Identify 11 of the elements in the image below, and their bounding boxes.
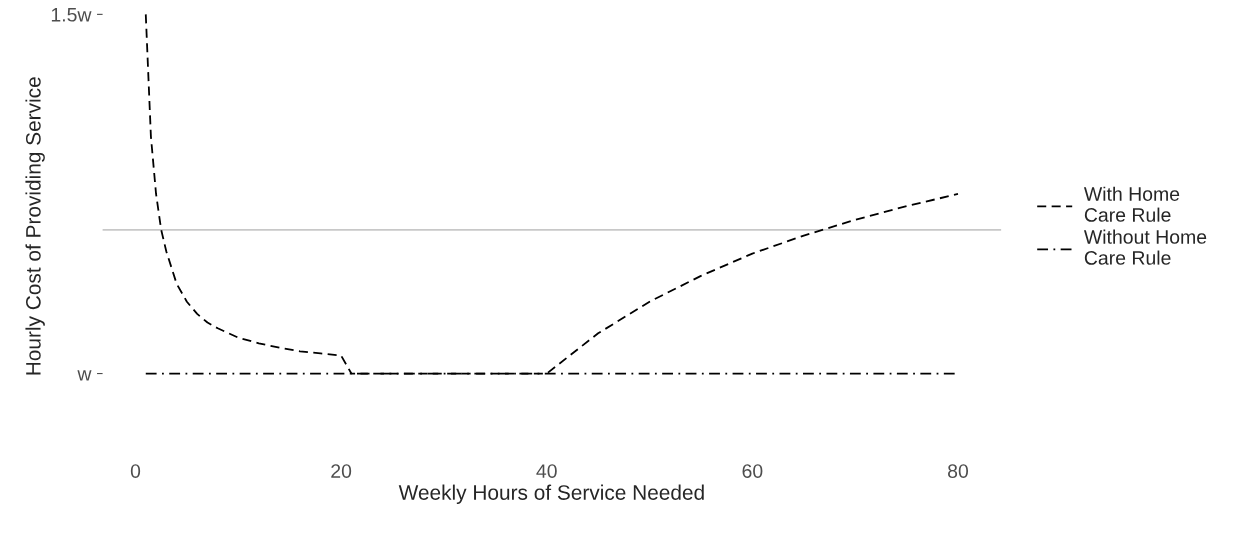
x-tick-label: 0 bbox=[130, 464, 141, 478]
x-tick-label: 40 bbox=[536, 464, 557, 478]
x-axis-title: Weekly Hours of Service Needed bbox=[398, 484, 704, 505]
y-axis-title: Hourly Cost of Providing Service bbox=[25, 77, 45, 375]
x-tick-label: 20 bbox=[331, 464, 352, 478]
legend-label: Without Home Care Rule bbox=[1083, 229, 1207, 265]
legend-label: With Home Care Rule bbox=[1083, 186, 1180, 222]
text: w bbox=[77, 370, 92, 381]
x-tick-label: 60 bbox=[742, 464, 763, 478]
text: 1.5w bbox=[51, 8, 92, 22]
x-tick-label: 80 bbox=[948, 464, 969, 478]
